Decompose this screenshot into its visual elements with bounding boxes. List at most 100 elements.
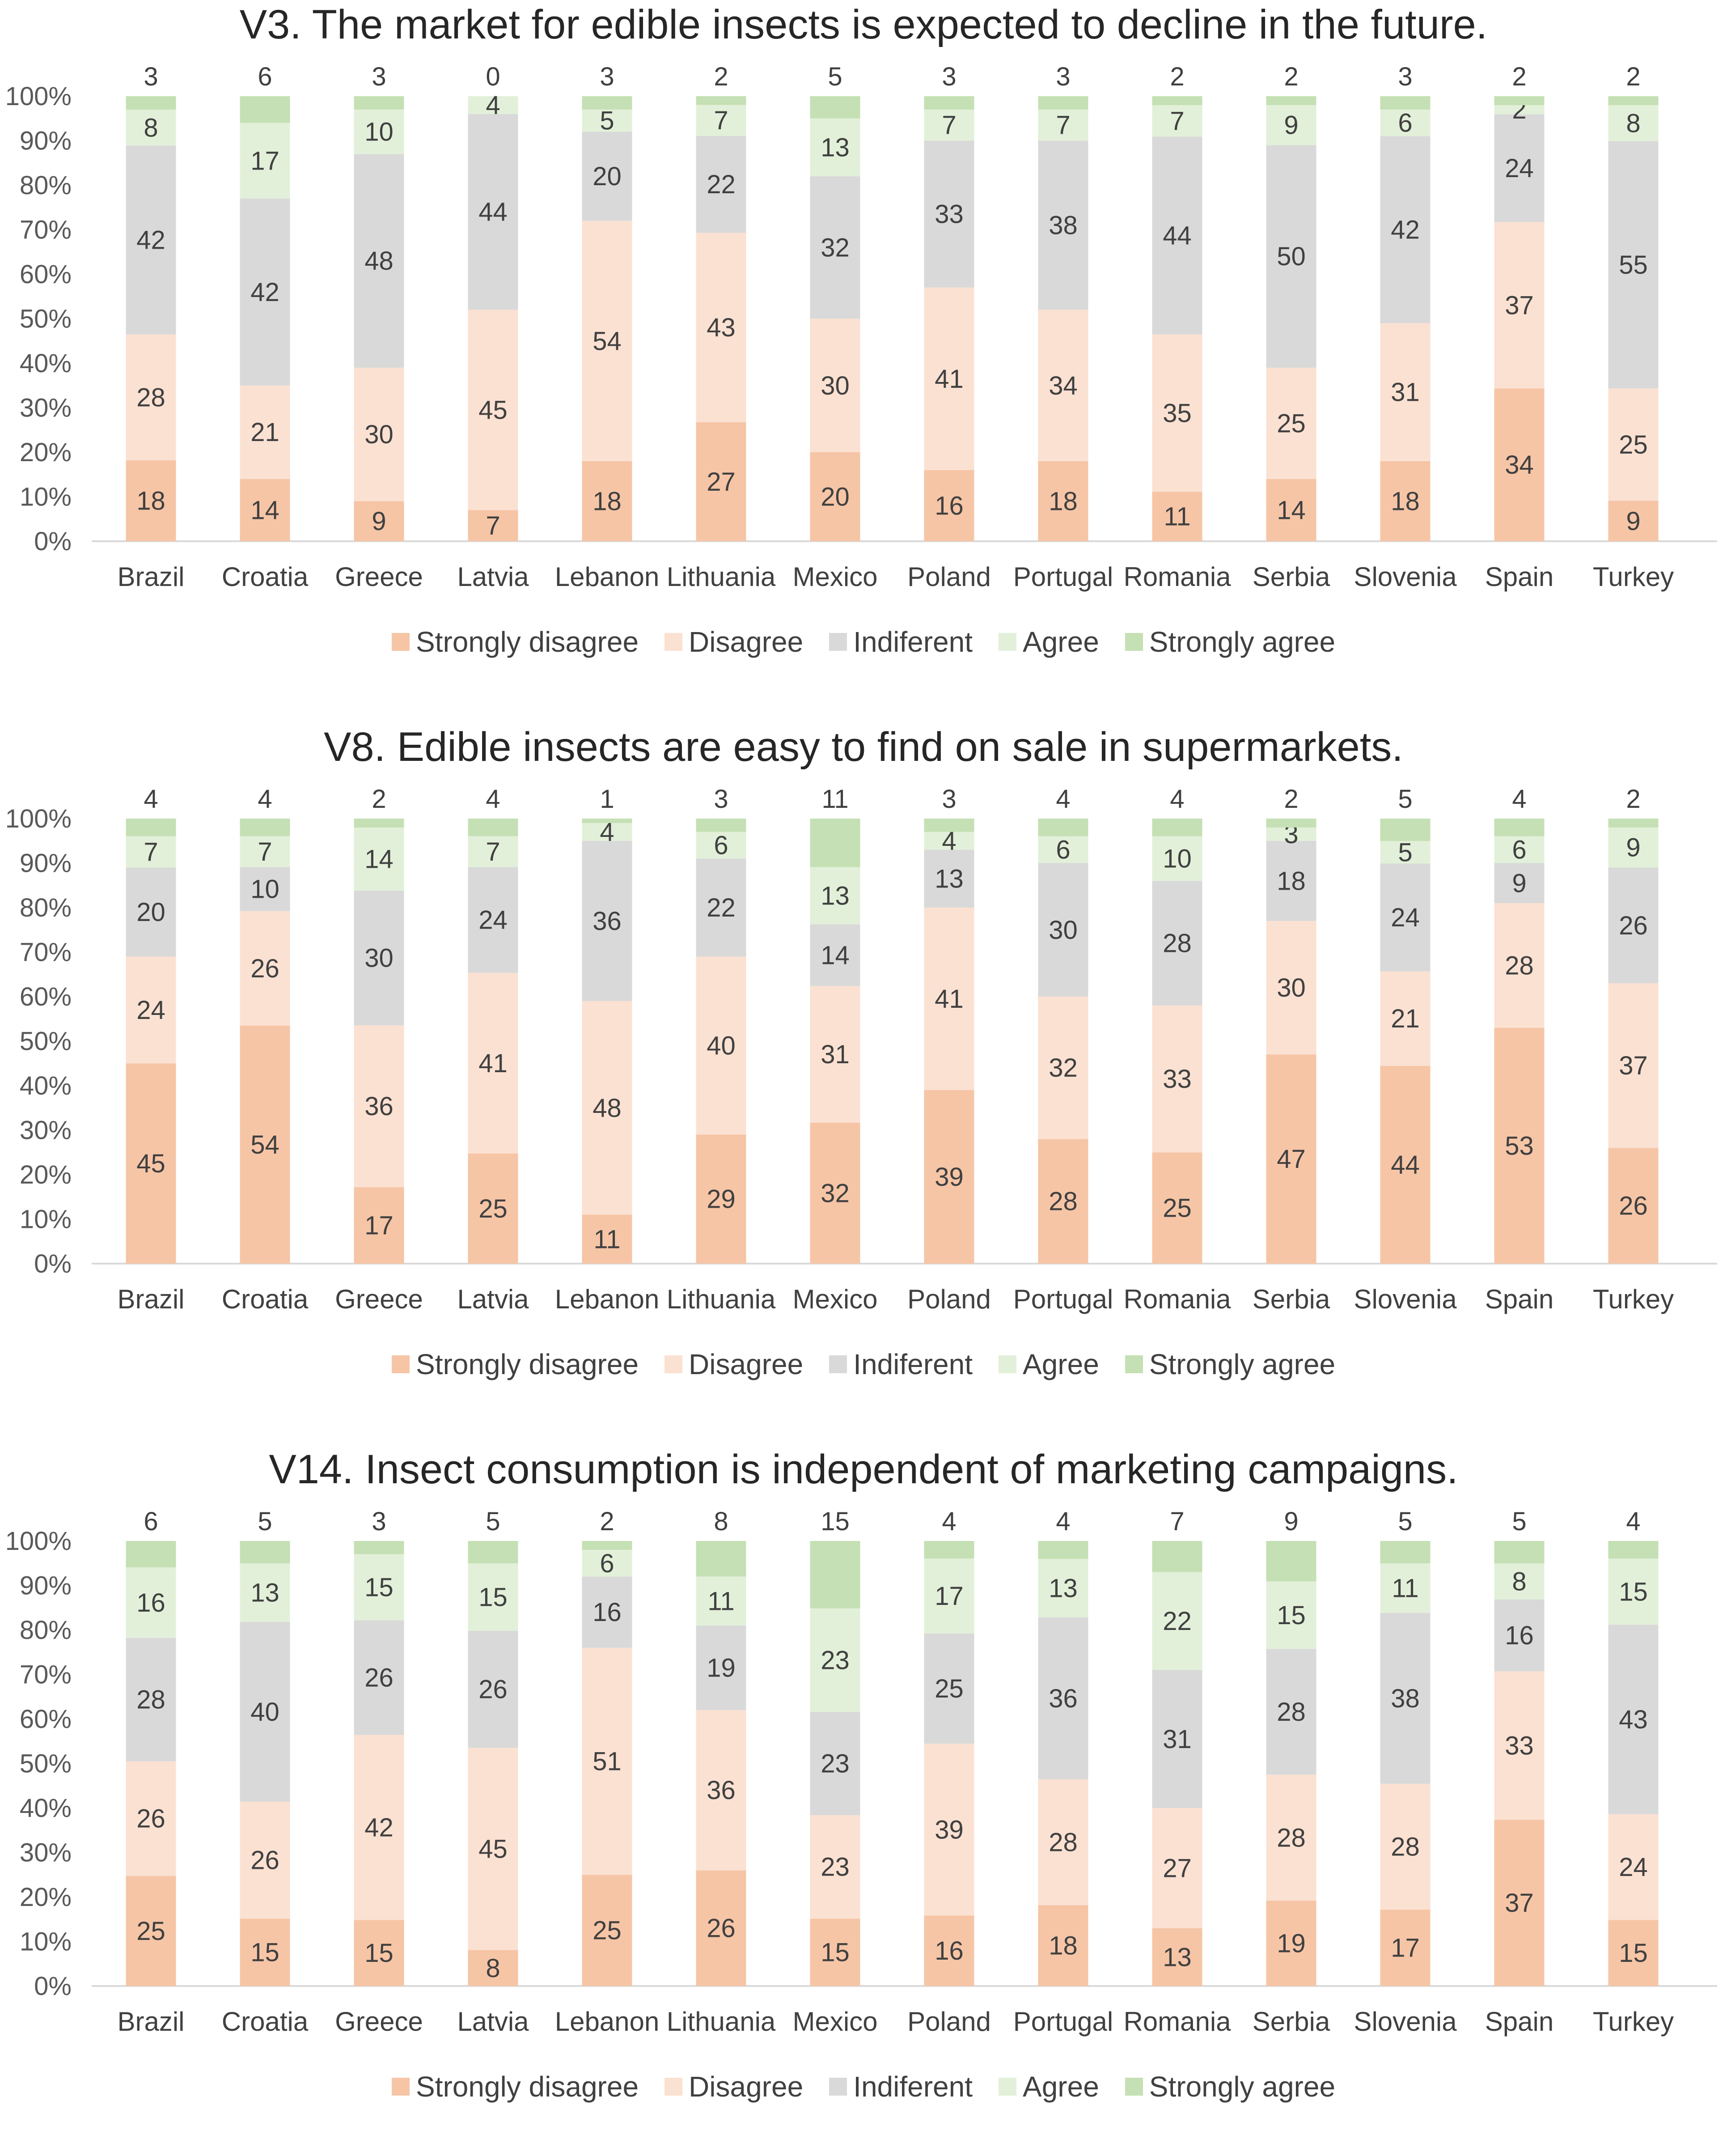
- y-tick-label: 20%: [20, 438, 72, 467]
- data-label: 13: [1163, 1943, 1192, 1972]
- y-tick-label: 60%: [20, 982, 72, 1011]
- data-label: 5: [1398, 1507, 1412, 1536]
- bar-segment: [1038, 819, 1088, 836]
- bar-segment: [1608, 867, 1659, 984]
- bar-segment: [1266, 1774, 1316, 1901]
- x-tick-label: Serbia: [1253, 1284, 1330, 1314]
- bar-segment: [1494, 222, 1545, 389]
- bar-segment: [810, 867, 860, 925]
- bar-segment: [924, 1633, 974, 1744]
- legend-label: Strongly disagree: [415, 1348, 639, 1380]
- data-label: 27: [1163, 1854, 1192, 1883]
- bar-segment: [1152, 136, 1202, 335]
- chart-panel-3: V14. Insect consumption is independent o…: [0, 1445, 1727, 2156]
- bar-segment: [1608, 1625, 1659, 1814]
- bar-segment: [240, 198, 290, 386]
- x-tick-label: Brazil: [117, 1284, 184, 1314]
- data-label: 8: [144, 113, 158, 142]
- bar-segment: [696, 105, 746, 136]
- bar-segment: [1152, 1808, 1202, 1928]
- bar-segment: [1494, 1027, 1545, 1264]
- x-tick-label: Greece: [335, 2007, 423, 2037]
- legend-swatch: [829, 633, 847, 651]
- bar-segment: [1266, 819, 1316, 828]
- bar-segment: [468, 819, 518, 836]
- y-tick-label: 20%: [20, 1883, 72, 1912]
- data-label: 15: [1619, 1577, 1648, 1606]
- bar-segment: [924, 96, 974, 110]
- bar-segment: [1380, 1541, 1431, 1564]
- stacked-bar-chart: 0%10%20%30%40%50%60%70%80%90%100%4524207…: [5, 785, 1717, 1314]
- legend-label: Strongly agree: [1149, 1348, 1336, 1380]
- bar-segment: [1152, 1005, 1202, 1153]
- y-tick-label: 30%: [20, 1838, 72, 1867]
- legend-item: Strongly agree: [1125, 624, 1335, 660]
- data-label: 26: [1619, 911, 1648, 940]
- legend-swatch: [665, 1355, 683, 1373]
- x-tick-label: Portugal: [1013, 2007, 1113, 2037]
- data-label: 28: [136, 383, 165, 412]
- data-label: 42: [364, 1813, 394, 1842]
- x-tick-label: Slovenia: [1354, 2007, 1457, 2037]
- data-label: 5: [1512, 1507, 1526, 1536]
- data-label: 3: [600, 62, 614, 91]
- data-label: 10: [364, 118, 394, 147]
- bar-segment: [1152, 819, 1202, 836]
- bar-segment: [924, 1541, 974, 1559]
- chart-panel-1: V3. The market for edible insects is exp…: [0, 0, 1727, 711]
- x-tick-label: Romania: [1123, 562, 1231, 592]
- bar-segment: [1494, 1563, 1545, 1600]
- data-label: 25: [1619, 430, 1648, 459]
- bar-segment: [1494, 388, 1545, 541]
- data-label: 2: [1626, 62, 1640, 91]
- bar-segment: [468, 836, 518, 867]
- legend-label: Strongly agree: [1149, 626, 1336, 658]
- data-label: 42: [250, 278, 279, 307]
- bar-segment: [240, 1801, 290, 1919]
- data-label: 4: [1056, 1507, 1070, 1536]
- bar-segment: [354, 1541, 404, 1554]
- bar-segment: [1152, 836, 1202, 881]
- data-label: 16: [935, 1936, 964, 1965]
- x-tick-label: Latvia: [457, 1284, 529, 1314]
- data-label: 41: [935, 985, 964, 1014]
- bar-segment: [1038, 997, 1088, 1139]
- legend-item: Strongly agree: [1125, 2069, 1335, 2105]
- legend-swatch: [999, 633, 1016, 651]
- x-tick-label: Mexico: [792, 562, 877, 592]
- legend-label: Indiferent: [853, 2071, 973, 2103]
- legend-item: Agree: [999, 2069, 1099, 2105]
- data-label: 14: [821, 941, 850, 970]
- bar-segment: [810, 1122, 860, 1264]
- bar-segment: [1608, 141, 1659, 389]
- data-label: 55: [1619, 250, 1648, 280]
- data-label: 13: [1049, 1574, 1078, 1603]
- data-label: 4: [1626, 1507, 1640, 1536]
- bar-segment: [1608, 1148, 1659, 1264]
- bar-segment: [354, 1187, 404, 1264]
- data-label: 11: [707, 1587, 734, 1616]
- legend-label: Strongly agree: [1149, 2071, 1336, 2103]
- bar-segment: [1608, 105, 1659, 141]
- data-label: 0: [486, 62, 500, 91]
- data-label: 6: [258, 62, 272, 91]
- bar-segment: [468, 1563, 518, 1631]
- bar-segment: [582, 840, 632, 1001]
- y-tick-label: 100%: [5, 82, 72, 111]
- data-label: 50: [1277, 242, 1306, 271]
- data-label: 31: [1163, 1725, 1192, 1754]
- data-label: 5: [600, 106, 614, 136]
- bar-segment: [1266, 1901, 1316, 1986]
- legend-label: Indiferent: [853, 1348, 973, 1380]
- bar-segment: [126, 96, 176, 110]
- legend-label: Agree: [1023, 1348, 1099, 1380]
- bar-segment: [1038, 863, 1088, 997]
- data-label: 24: [478, 906, 508, 935]
- data-label: 4: [1170, 785, 1184, 814]
- data-label: 13: [250, 1579, 279, 1608]
- legend-label: Disagree: [689, 626, 804, 658]
- data-label: 32: [821, 233, 850, 262]
- bar-segment: [1380, 863, 1431, 972]
- data-label: 30: [364, 420, 394, 449]
- data-label: 3: [942, 785, 956, 814]
